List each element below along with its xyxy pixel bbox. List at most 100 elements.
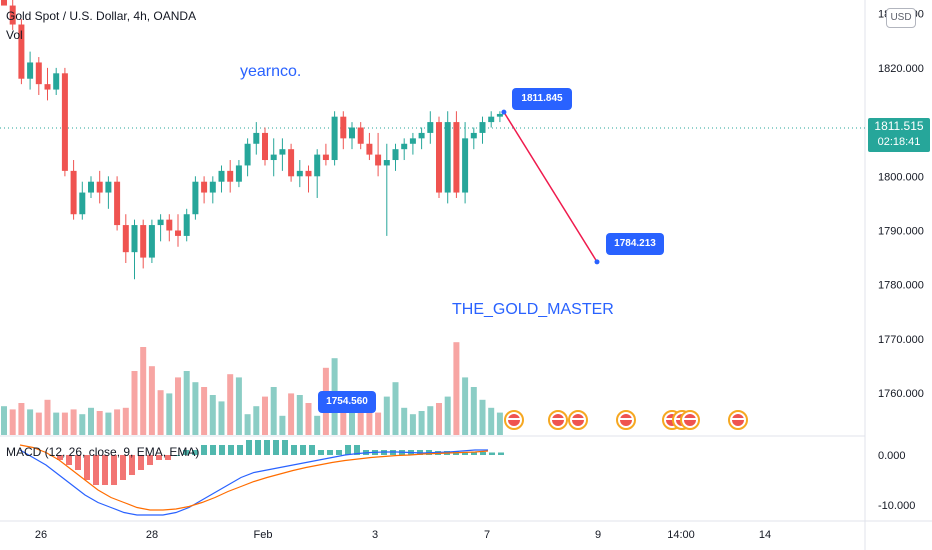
macd-histogram-bar — [75, 455, 81, 470]
price-tick-label: 1770.000 — [878, 334, 924, 346]
volume-bar — [122, 407, 129, 435]
last-price-value: 1811.515 — [874, 119, 924, 133]
last-price-tag: 1811.515 02:18:41 — [868, 118, 930, 152]
volume-bar — [227, 374, 234, 435]
time-tick-label: 3 — [372, 529, 378, 541]
candle-body — [296, 170, 303, 177]
countdown: 02:18:41 — [877, 136, 921, 148]
candle-body — [279, 149, 286, 155]
callout-target[interactable]: 1784.213 — [606, 233, 664, 255]
candle-body — [175, 230, 181, 236]
candle-body — [18, 24, 25, 79]
candle-body — [140, 225, 147, 258]
macd-histogram-bar — [318, 450, 324, 455]
currency-badge[interactable]: USD — [886, 8, 916, 28]
projection-start-point — [501, 109, 507, 115]
candle-body — [35, 62, 42, 85]
candle-body — [322, 154, 329, 161]
volume-bar — [70, 409, 77, 435]
volume-bar — [235, 377, 242, 435]
time-tick-label: Feb — [254, 529, 273, 541]
candle-body — [227, 170, 234, 182]
candle-body — [496, 113, 503, 117]
macd-histogram-bar — [192, 450, 198, 455]
volume-bar — [218, 401, 225, 435]
candle-body — [427, 122, 434, 133]
macd-histogram-bar — [66, 455, 72, 465]
macd-histogram-bar — [246, 440, 252, 455]
macd-histogram-bar — [291, 445, 297, 455]
volume-bar — [279, 415, 286, 435]
candle-body — [479, 122, 486, 133]
volume-bar — [53, 412, 60, 435]
macd-histogram-bar — [300, 445, 306, 455]
price-tick-label: 1820.000 — [878, 63, 924, 75]
candle-body — [1, 0, 7, 6]
volume-bar — [340, 396, 347, 435]
candle-body — [253, 132, 260, 144]
volume-bar — [375, 412, 382, 435]
volume-bar — [462, 377, 469, 435]
volume-bar — [18, 403, 25, 435]
annotation-author-2[interactable]: THE_GOLD_MASTER — [452, 301, 614, 318]
macd-histogram-bar — [282, 440, 288, 455]
volume-bar — [157, 390, 164, 435]
volume-bar — [488, 407, 495, 435]
macd-histogram-bar — [336, 450, 342, 455]
volume-bar — [105, 412, 112, 435]
callout-volume[interactable]: 1754.560 — [318, 391, 376, 413]
macd-line — [19, 449, 488, 516]
volume-bar — [453, 342, 460, 435]
flag-stripe — [684, 418, 696, 420]
macd-histogram-bar — [156, 455, 162, 460]
volume-bar — [427, 406, 434, 435]
price-tick-label: 1780.000 — [878, 280, 924, 292]
macd-histogram-bar — [201, 445, 207, 455]
candle-body — [383, 160, 390, 166]
volume-bar — [79, 414, 86, 435]
volume-bar — [35, 412, 42, 435]
flag-stripe — [572, 418, 584, 420]
candle-body — [192, 181, 199, 215]
price-tick-label: 1760.000 — [878, 388, 924, 400]
volume-bar — [270, 387, 277, 435]
time-tick-label: 7 — [484, 529, 490, 541]
volume-bar — [436, 403, 442, 435]
candle-body — [88, 181, 94, 193]
volume-label: Vol — [6, 28, 23, 42]
macd-legend: MACD (12, 26, close, 9, EMA, EMA) — [6, 445, 200, 459]
macd-histogram-bar — [327, 450, 333, 455]
signal-line — [19, 444, 489, 511]
candle-body — [444, 122, 451, 193]
time-tick-label: 14:00 — [667, 529, 695, 541]
candle-body — [436, 122, 442, 193]
candle-body — [53, 73, 60, 90]
volume-bar — [470, 387, 477, 435]
macd-histogram-bar — [129, 455, 135, 475]
candle-body — [79, 192, 86, 215]
macd-tick-label: -10.000 — [878, 500, 915, 512]
macd-histogram-bar — [111, 455, 117, 485]
candle-body — [375, 154, 382, 166]
candle-body — [114, 181, 121, 226]
candle-body — [270, 154, 277, 161]
candle-body — [201, 181, 208, 193]
candle-body — [96, 181, 103, 193]
volume-bar — [192, 382, 199, 435]
volume-bar — [349, 403, 355, 435]
annotation-author[interactable]: yearnco. — [240, 63, 302, 80]
candle-body — [401, 143, 408, 150]
candle-body — [409, 138, 416, 144]
callout-high[interactable]: 1811.845 — [512, 88, 572, 110]
candle-body — [314, 154, 321, 177]
macd-histogram-bar — [102, 455, 108, 485]
macd-tick-label: 0.000 — [878, 450, 906, 462]
candle-body — [131, 225, 138, 253]
volume-bar — [183, 371, 190, 435]
macd-histogram-bar — [345, 445, 351, 455]
macd-histogram-bar — [138, 455, 144, 470]
candle-body — [288, 149, 295, 177]
volume-bar — [357, 411, 364, 435]
macd-histogram-bar — [228, 445, 234, 455]
